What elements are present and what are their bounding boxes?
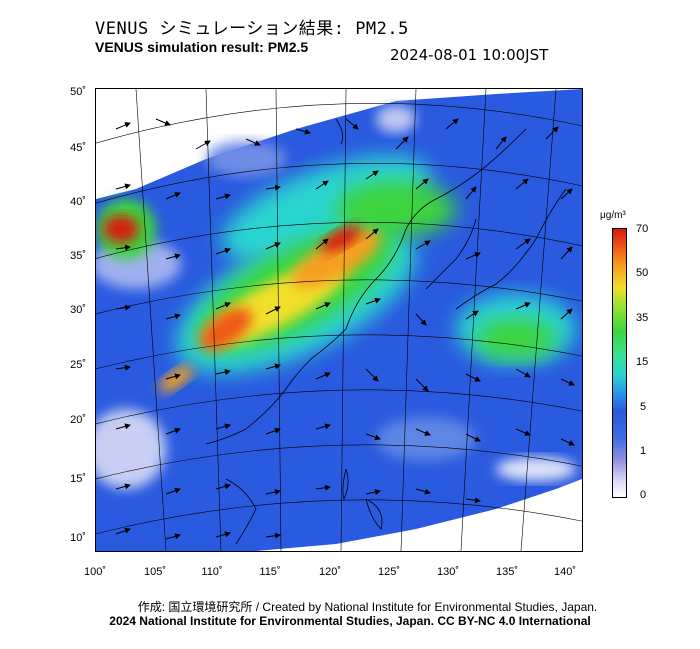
colorbar — [612, 228, 627, 498]
lon-tick-label: 130˚ — [436, 566, 460, 578]
title-japanese: VENUS シミュレーション結果: PM2.5 — [95, 19, 409, 39]
credit-creator: 作成: 国立環境研究所 / Created by National Instit… — [137, 600, 598, 614]
title-english: VENUS simulation result: PM2.5 — [95, 39, 309, 55]
colorbar-label: 15 — [636, 356, 649, 368]
colorbar-label: 70 — [636, 223, 649, 235]
lat-tick-label: 20˚ — [70, 414, 86, 426]
lon-tick-label: 135˚ — [495, 566, 519, 578]
credit-license: 2024 National Institute for Environmenta… — [109, 614, 591, 628]
lat-tick-label: 25˚ — [70, 359, 86, 371]
lat-tick-label: 35˚ — [70, 250, 86, 262]
lat-tick-label: 15˚ — [70, 473, 86, 485]
colorbar-label: 0 — [640, 489, 647, 501]
lon-tick-label: 120˚ — [318, 566, 342, 578]
wind-vectors — [115, 118, 575, 540]
colorbar-unit: μg/m³ — [600, 210, 626, 221]
colorbar-label: 50 — [636, 267, 649, 279]
lat-tick-label: 30˚ — [70, 304, 86, 316]
colorbar-label: 5 — [640, 401, 647, 413]
graticule — [96, 89, 582, 551]
lat-tick-label: 50˚ — [70, 86, 86, 98]
lon-tick-label: 125˚ — [377, 566, 401, 578]
pm25-map — [95, 88, 583, 552]
lon-tick-label: 140˚ — [553, 566, 577, 578]
lon-tick-label: 100˚ — [83, 566, 107, 578]
colorbar-label: 35 — [636, 312, 649, 324]
colorbar-label: 1 — [640, 445, 647, 457]
lat-tick-label: 45˚ — [70, 142, 86, 154]
map-canvas — [96, 89, 582, 551]
lon-tick-label: 110˚ — [201, 566, 223, 578]
lon-tick-label: 115˚ — [259, 566, 281, 578]
lon-tick-label: 105˚ — [143, 566, 167, 578]
coastlines — [205, 118, 567, 545]
forecast-timestamp: 2024-08-01 10:00JST — [390, 46, 549, 64]
lat-tick-label: 40˚ — [70, 196, 86, 208]
concentration-field — [96, 89, 582, 551]
lat-tick-label: 10˚ — [70, 532, 86, 544]
